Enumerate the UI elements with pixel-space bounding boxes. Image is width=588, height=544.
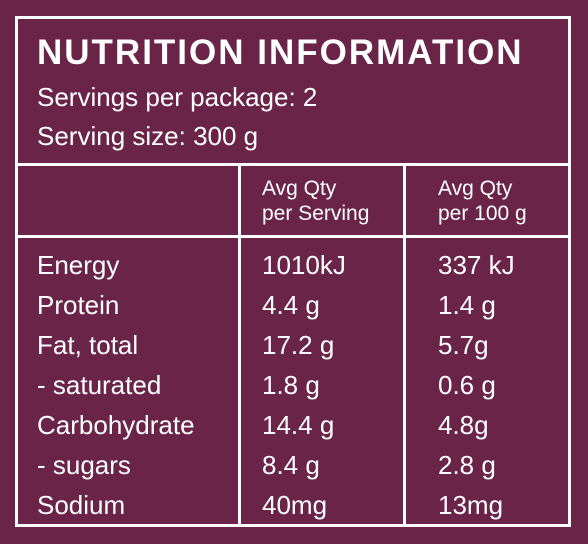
table-row: Sodium 40mg 13mg [18, 485, 568, 525]
nutrient-name: Protein [37, 290, 120, 320]
nutrient-per-100g: 5.7g [438, 330, 489, 360]
nutrient-per-100g: 1.4 g [438, 290, 496, 320]
column-header-per-100g-line2: per 100 g [438, 202, 527, 225]
column-divider [403, 166, 406, 524]
nutrient-per-serving: 1.8 g [262, 370, 320, 400]
column-header-per-100g-line1: Avg Qty [438, 177, 513, 200]
nutrient-per-serving: 8.4 g [262, 450, 320, 480]
nutrient-per-serving: 14.4 g [262, 410, 335, 440]
nutrient-name: Sodium [37, 490, 126, 520]
column-header-per-serving-line2: per Serving [262, 202, 370, 225]
nutrient-name: - sugars [37, 450, 131, 480]
column-header-per-serving: Avg Qty per Serving [262, 176, 369, 226]
servings-per-package: Servings per package: 2 [37, 82, 318, 112]
column-header-per-serving-line1: Avg Qty [262, 177, 337, 200]
nutrient-per-100g: 2.8 g [438, 450, 496, 480]
nutrient-per-serving: 17.2 g [262, 330, 335, 360]
nutrient-per-100g: 4.8g [438, 410, 489, 440]
nutrient-rows: Energy 1010kJ 337 kJ Protein 4.4 g 1.4 g… [18, 245, 568, 525]
column-header-row: Avg Qty per Serving Avg Qty per 100 g [18, 166, 568, 238]
nutrient-name: Energy [37, 250, 120, 280]
nutrient-name: - saturated [37, 370, 162, 400]
table-row: - saturated 1.8 g 0.6 g [18, 365, 568, 405]
nutrient-per-serving: 40mg [262, 490, 328, 520]
nutrition-panel: NUTRITION INFORMATION Servings per packa… [15, 16, 571, 527]
nutrition-header: NUTRITION INFORMATION Servings per packa… [18, 19, 568, 166]
panel-title: NUTRITION INFORMATION [37, 33, 524, 72]
table-row: Carbohydrate 14.4 g 4.8g [18, 405, 568, 445]
serving-size: Serving size: 300 g [37, 121, 259, 151]
table-row: Fat, total 17.2 g 5.7g [18, 325, 568, 365]
nutrient-per-serving: 1010kJ [262, 250, 346, 280]
nutrient-per-100g: 337 kJ [438, 250, 515, 280]
nutrient-name: Fat, total [37, 330, 139, 360]
nutrient-per-serving: 4.4 g [262, 290, 320, 320]
nutrient-name: Carbohydrate [37, 410, 195, 440]
table-row: Energy 1010kJ 337 kJ [18, 245, 568, 285]
nutrient-per-100g: 0.6 g [438, 370, 496, 400]
column-divider [238, 166, 241, 524]
table-row: Protein 4.4 g 1.4 g [18, 285, 568, 325]
column-header-per-100g: Avg Qty per 100 g [438, 176, 527, 226]
nutrient-per-100g: 13mg [438, 490, 504, 520]
table-row: - sugars 8.4 g 2.8 g [18, 445, 568, 485]
